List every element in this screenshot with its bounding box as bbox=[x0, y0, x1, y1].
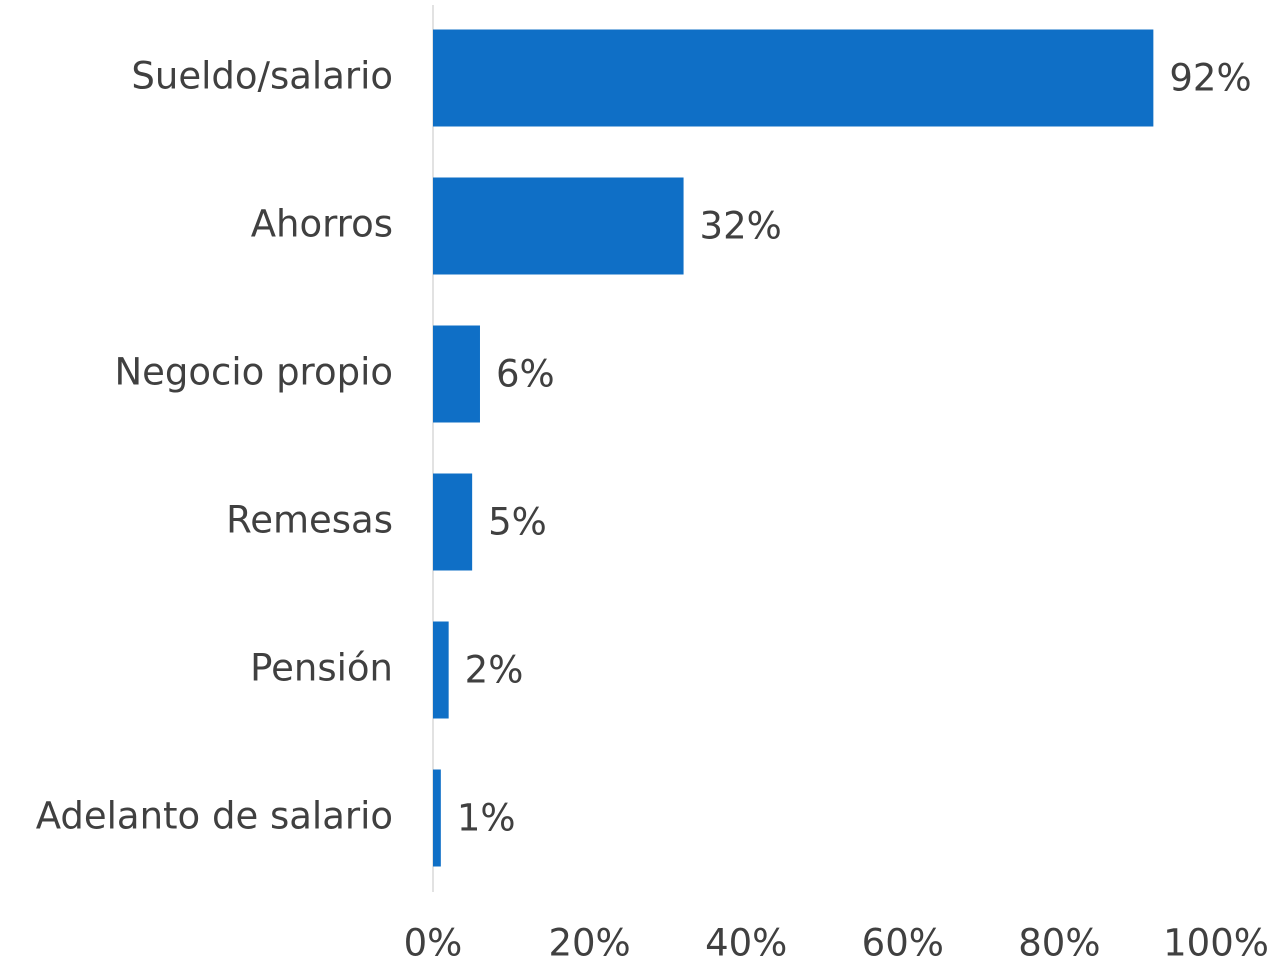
y-tick-label: Sueldo/salario bbox=[131, 55, 393, 98]
data-label: 5% bbox=[488, 501, 547, 544]
data-label: 92% bbox=[1169, 57, 1251, 100]
x-tick-label: 80% bbox=[1018, 922, 1100, 965]
data-label: 2% bbox=[465, 649, 524, 692]
data-label: 1% bbox=[457, 797, 516, 840]
y-tick-label: Ahorros bbox=[251, 203, 393, 246]
x-tick-label: 20% bbox=[548, 922, 630, 965]
bar bbox=[433, 177, 684, 275]
x-tick-label: 100% bbox=[1163, 922, 1269, 965]
bar bbox=[433, 29, 1154, 127]
bar bbox=[433, 621, 449, 719]
bar bbox=[433, 473, 473, 571]
x-tick-label: 60% bbox=[862, 922, 944, 965]
data-label: 32% bbox=[700, 205, 782, 248]
x-tick-label: 40% bbox=[705, 922, 787, 965]
x-tick-label: 0% bbox=[404, 922, 463, 965]
y-tick-label: Pensión bbox=[250, 647, 393, 690]
y-tick-label: Adelanto de salario bbox=[36, 795, 393, 838]
data-label: 6% bbox=[496, 353, 555, 396]
bar bbox=[433, 769, 441, 867]
bar bbox=[433, 325, 480, 423]
y-tick-label: Remesas bbox=[226, 499, 393, 542]
y-tick-label: Negocio propio bbox=[114, 351, 393, 394]
